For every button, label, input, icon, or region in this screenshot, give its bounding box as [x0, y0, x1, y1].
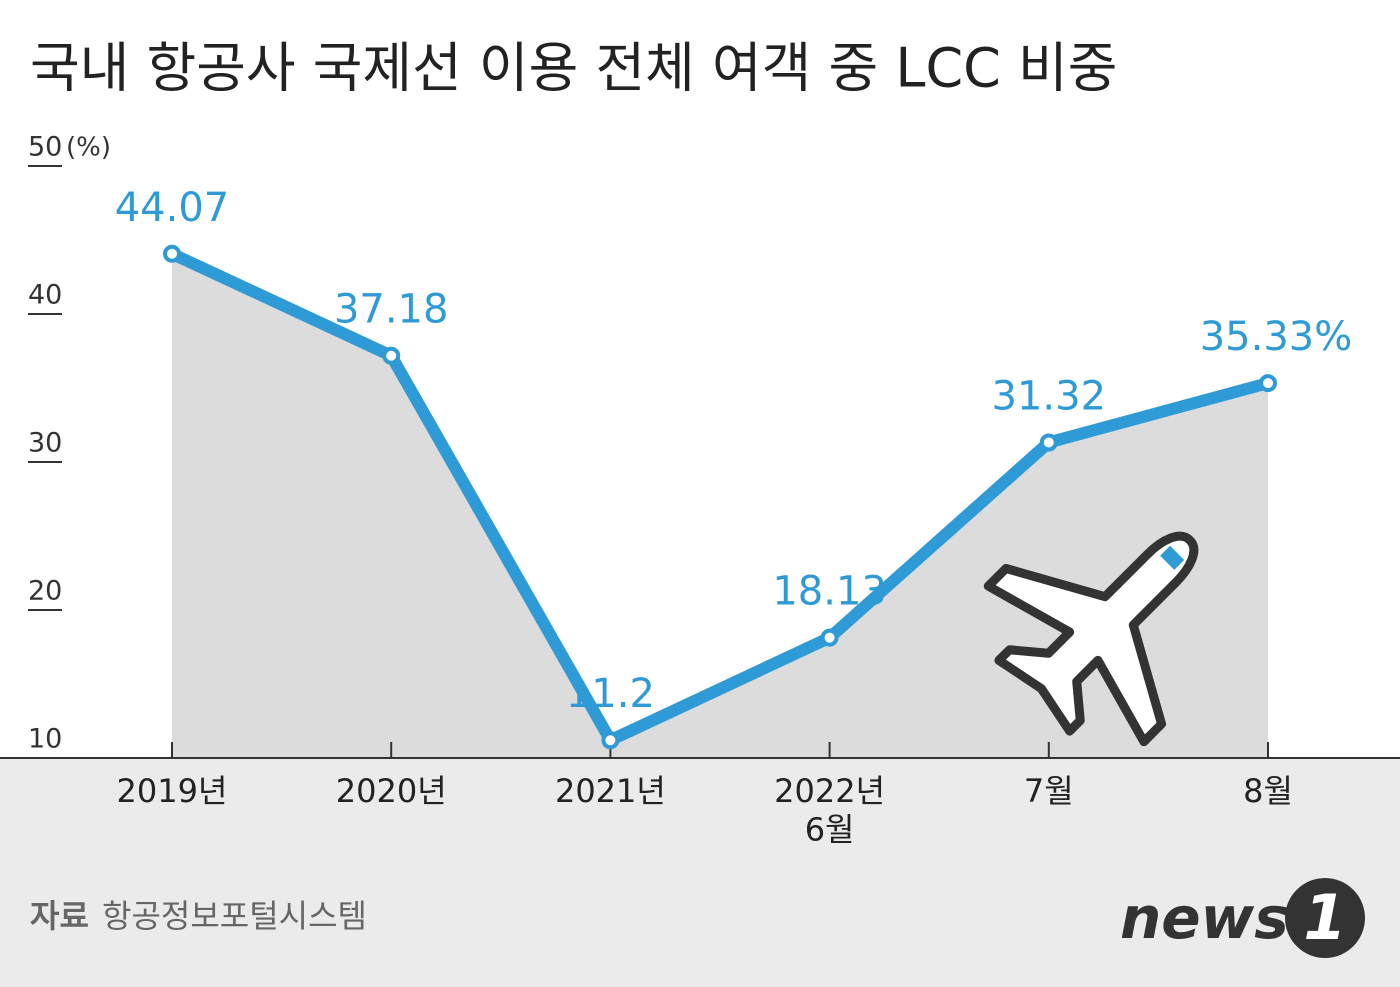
y-unit: (%) — [66, 133, 111, 163]
plot: 10 20 30 40 50 2019년 2020년 2021년 2022년 6월 7월 8월 44.0… — [0, 132, 1400, 848]
source: 항공정보포털시스템 — [102, 897, 367, 935]
x-tick-label: 8월 — [1243, 772, 1293, 810]
x-tick-label: 2020년 — [336, 772, 447, 810]
data-point — [163, 244, 181, 263]
y-tick-label: 50 — [28, 132, 62, 163]
data-point — [601, 731, 620, 750]
data-label: 18.13 — [772, 569, 887, 615]
footer-background — [0, 758, 1400, 987]
data-label: 11.2 — [566, 671, 655, 717]
logo-mark: 1 — [1303, 881, 1346, 954]
source-label: 자료 — [30, 897, 89, 935]
y-tick-label: 10 — [28, 724, 62, 755]
logo: news 1 — [1120, 878, 1365, 958]
y-tick-label: 20 — [28, 576, 62, 607]
logo-text: news — [1120, 884, 1289, 952]
data-point — [1259, 374, 1277, 393]
y-tick-label: 30 — [28, 428, 62, 459]
data-label: 44.07 — [115, 185, 230, 231]
data-point — [820, 628, 839, 647]
y-tick-label: 40 — [28, 280, 62, 311]
data-line — [169, 248, 1270, 747]
data-point — [1039, 433, 1058, 452]
data-label: 31.32 — [992, 373, 1107, 419]
logo-badge — [1285, 878, 1365, 958]
data-point — [382, 346, 401, 365]
x-tick-label: 7월 — [1024, 772, 1074, 810]
area-fill — [172, 253, 1268, 758]
plane-icon — [983, 531, 1199, 747]
chart-title: 국내 항공사 국제선 이용 전체 여객 중 LCC 비중 — [30, 37, 1117, 100]
data-label: 37.18 — [334, 287, 449, 333]
x-tick-label: 2022년 6월 — [774, 772, 885, 848]
x-tick-label: 2021년 — [555, 772, 666, 810]
x-tick-label: 2019년 — [117, 772, 228, 810]
data-label: 35.33% — [1200, 314, 1353, 360]
